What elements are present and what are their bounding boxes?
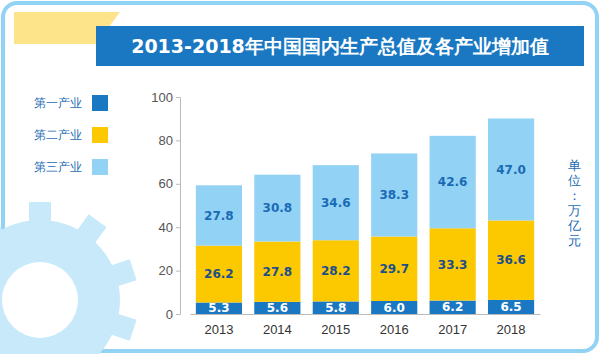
decoration	[0, 3, 597, 354]
x-axis-line	[191, 314, 541, 315]
data-label: 36.6	[496, 253, 526, 267]
data-label: 29.7	[379, 262, 409, 276]
legend-label: 第三产业	[34, 160, 82, 174]
y-axis-title: 单位：万亿元	[567, 158, 581, 248]
y-tick-mark	[176, 314, 180, 315]
y-axis-line	[176, 98, 181, 315]
y-tick-label: 100	[151, 90, 173, 105]
data-labels: 5.3 5.6 5.8 6.0 6.2 6.5 26.2 27.8 28.2 29.7 33.3 36…	[204, 163, 526, 316]
legend-swatch	[92, 127, 108, 143]
gear	[0, 202, 137, 354]
data-label: 30.8	[263, 201, 293, 215]
y-tick-mark	[176, 271, 180, 272]
data-label: 38.3	[379, 188, 409, 202]
bar	[488, 300, 534, 314]
y-tick: 80	[159, 133, 180, 148]
y-tick-mark	[176, 184, 180, 185]
y-tick-label: 80	[159, 133, 173, 148]
bar	[430, 228, 476, 300]
data-label: 28.2	[321, 264, 351, 278]
y-tick-mark	[176, 140, 180, 141]
bar	[196, 246, 242, 303]
data-label: 27.8	[204, 209, 234, 223]
y-tick: 60	[159, 176, 180, 191]
gear-body	[0, 220, 120, 354]
series-bars	[196, 300, 534, 314]
x-tick: 2013	[204, 322, 233, 337]
data-label: 6.5	[500, 300, 521, 314]
y-axis: 0 20 40 60 80 100	[151, 90, 180, 322]
bar	[488, 118, 534, 220]
x-tick: 2014	[263, 322, 292, 337]
y-tick-mark	[176, 97, 180, 98]
data-label: 6.2	[442, 300, 463, 314]
x-tick-label: 2017	[438, 322, 467, 337]
x-tick-label: 2018	[497, 322, 526, 337]
bar	[488, 220, 534, 299]
legend: 第一产业第二产业第三产业	[34, 95, 108, 175]
series-bars	[196, 220, 534, 302]
data-label: 5.8	[325, 301, 346, 315]
bar	[313, 240, 359, 301]
data-label: 47.0	[496, 163, 526, 177]
data-label: 26.2	[204, 267, 234, 281]
data-label: 42.6	[438, 175, 468, 189]
data-label: 6.0	[384, 301, 405, 315]
data-label: 27.8	[263, 265, 293, 279]
legend-label: 第一产业	[34, 96, 82, 110]
x-tick-label: 2014	[263, 322, 292, 337]
bar	[430, 301, 476, 314]
x-tick-label: 2013	[204, 322, 233, 337]
legend-swatch	[92, 159, 108, 175]
bar	[313, 165, 359, 240]
y-tick: 20	[159, 263, 180, 278]
x-tick: 2016	[380, 322, 409, 337]
y-tick: 0	[166, 307, 180, 322]
bar	[430, 136, 476, 228]
data-label: 33.3	[438, 258, 468, 272]
x-tick: 2018	[497, 322, 526, 337]
legend-label: 第二产业	[34, 128, 82, 142]
y-tick-label: 20	[159, 263, 173, 278]
title: 2013-2018年中国国内生产总值及各产业增加值	[131, 35, 549, 57]
bar	[254, 175, 300, 242]
y-tick-label: 40	[159, 220, 173, 235]
x-tick-label: 2015	[321, 322, 350, 337]
y-tick: 40	[159, 220, 180, 235]
legend-swatch	[92, 95, 108, 111]
x-tick: 2015	[321, 322, 350, 337]
y-tick-label: 0	[166, 307, 173, 322]
bar	[196, 185, 242, 245]
y-tick-label: 60	[159, 176, 173, 191]
data-label: 34.6	[321, 196, 351, 210]
bar	[313, 301, 359, 314]
x-axis: 2013 2014 2015 2016 2017 2018	[191, 315, 541, 337]
y-tick: 100	[151, 90, 180, 105]
bar	[371, 301, 417, 314]
chart: 2013-2018年中国国内生产总值及各产业增加值 0 20 40 60 80 100 201…	[0, 0, 600, 354]
data-label: 5.3	[208, 301, 229, 315]
y-tick-mark	[176, 227, 180, 228]
x-tick-label: 2016	[380, 322, 409, 337]
title-banner	[96, 26, 584, 66]
series-bars	[196, 118, 534, 245]
data-label: 5.6	[267, 301, 288, 315]
bar	[254, 242, 300, 302]
bars	[196, 118, 534, 314]
gear-hole	[2, 262, 78, 338]
x-tick: 2017	[438, 322, 467, 337]
bar	[371, 237, 417, 301]
bar	[371, 153, 417, 236]
